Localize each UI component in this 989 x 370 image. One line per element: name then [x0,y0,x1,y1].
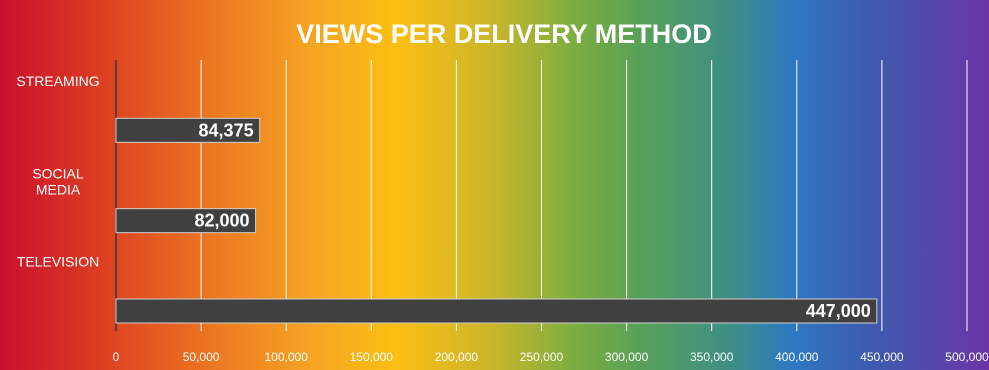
bar [115,117,261,143]
x-tick-label: 100,000 [265,350,309,364]
x-tick-label: 200,000 [435,350,479,364]
category-label: MEDIA [36,181,81,197]
bar [115,208,257,234]
category-label: TELEVISION [17,254,99,270]
x-tick-label: 300,000 [605,350,649,364]
x-tick-label: 150,000 [350,350,394,364]
x-tick-label: 350,000 [690,350,734,364]
bar-data-label: 447,000 [806,301,871,321]
bar-data-label: 82,000 [195,211,250,231]
x-tick-label: 50,000 [183,350,220,364]
x-tick-label: 0 [113,350,120,364]
x-tick-label: 250,000 [520,350,564,364]
category-label: STREAMING [16,73,99,89]
category-label: SOCIAL [32,165,84,181]
x-tick-label: 500,000 [945,350,989,364]
bar [115,298,878,324]
x-tick-label: 450,000 [860,350,904,364]
x-tick-label: 400,000 [775,350,819,364]
chart-title: VIEWS PER DELIVERY METHOD [296,19,712,49]
bar-data-label: 84,375 [199,120,254,140]
